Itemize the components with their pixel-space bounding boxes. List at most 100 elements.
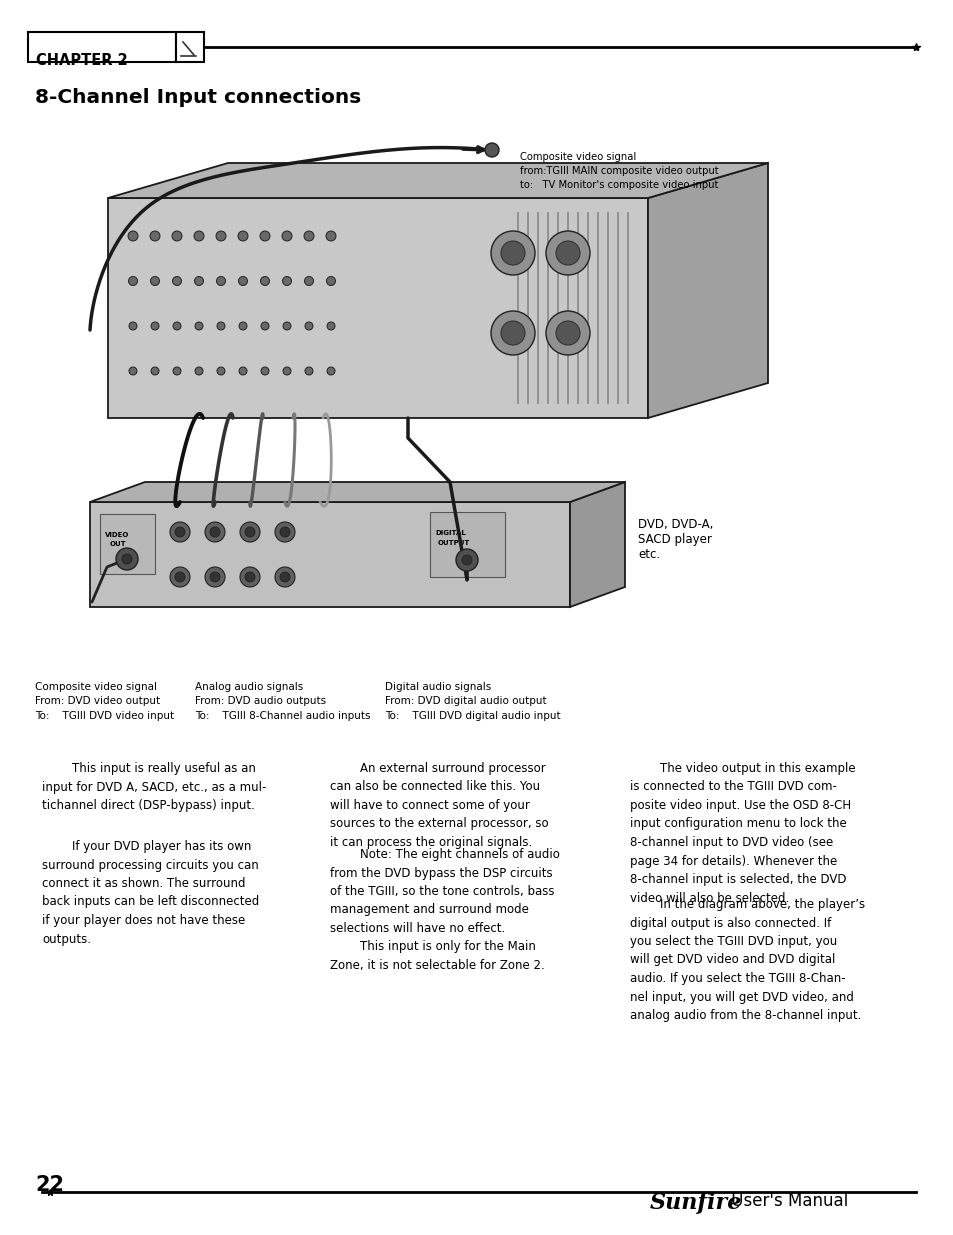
Text: DIGITAL: DIGITAL	[435, 530, 465, 536]
Circle shape	[305, 322, 313, 330]
Circle shape	[128, 231, 138, 241]
Circle shape	[556, 321, 579, 345]
Bar	[28, 32, 175, 62]
Text: The video output in this example
is connected to the TGIII DVD com-
posite video: The video output in this example is conn…	[629, 762, 855, 904]
Circle shape	[326, 231, 335, 241]
Text: This input is really useful as an
input for DVD A, SACD, etc., as a mul-
tichann: This input is really useful as an input …	[42, 762, 266, 811]
Circle shape	[240, 567, 260, 587]
Circle shape	[172, 367, 181, 375]
Circle shape	[116, 548, 138, 571]
Circle shape	[274, 567, 294, 587]
Text: Sunfire: Sunfire	[649, 1192, 741, 1214]
Text: OUTPUT: OUTPUT	[437, 540, 470, 546]
Circle shape	[210, 572, 220, 582]
Circle shape	[194, 277, 203, 285]
Bar	[430, 513, 504, 577]
Bar	[108, 198, 647, 417]
Polygon shape	[569, 482, 624, 606]
Circle shape	[239, 367, 247, 375]
Circle shape	[545, 231, 589, 275]
Circle shape	[261, 322, 269, 330]
Circle shape	[210, 527, 220, 537]
Circle shape	[151, 367, 159, 375]
Circle shape	[283, 367, 291, 375]
Circle shape	[327, 367, 335, 375]
Text: Composite video signal
From: DVD video output
To:    TGIII DVD video input: Composite video signal From: DVD video o…	[35, 682, 174, 721]
Circle shape	[238, 277, 247, 285]
Text: Analog audio signals
From: DVD audio outputs
To:    TGIII 8-Channel audio inputs: Analog audio signals From: DVD audio out…	[194, 682, 370, 721]
Text: If your DVD player has its own
surround processing circuits you can
connect it a: If your DVD player has its own surround …	[42, 840, 259, 946]
Circle shape	[260, 231, 270, 241]
Circle shape	[491, 231, 535, 275]
Circle shape	[282, 231, 292, 241]
Circle shape	[239, 322, 247, 330]
Circle shape	[170, 567, 190, 587]
Circle shape	[129, 277, 137, 285]
Circle shape	[216, 322, 225, 330]
Circle shape	[205, 567, 225, 587]
Circle shape	[326, 277, 335, 285]
Circle shape	[174, 572, 185, 582]
Circle shape	[245, 527, 254, 537]
Circle shape	[150, 231, 160, 241]
Text: VIDEO: VIDEO	[105, 532, 130, 538]
Circle shape	[174, 527, 185, 537]
Circle shape	[172, 277, 181, 285]
Circle shape	[205, 522, 225, 542]
Circle shape	[129, 322, 137, 330]
Circle shape	[122, 555, 132, 564]
Circle shape	[280, 527, 290, 537]
Circle shape	[151, 322, 159, 330]
Text: Digital audio signals
From: DVD digital audio output
To:    TGIII DVD digital au: Digital audio signals From: DVD digital …	[385, 682, 560, 721]
Text: CHAPTER 2: CHAPTER 2	[36, 53, 128, 68]
Text: Composite video signal
from:TGIII MAIN composite video output
to:   TV Monitor's: Composite video signal from:TGIII MAIN c…	[519, 152, 718, 190]
Circle shape	[456, 550, 477, 571]
Circle shape	[240, 522, 260, 542]
Circle shape	[194, 367, 203, 375]
Circle shape	[283, 322, 291, 330]
Circle shape	[261, 367, 269, 375]
Bar	[100, 514, 154, 574]
Bar	[175, 32, 204, 62]
Text: 22: 22	[35, 1174, 64, 1195]
Circle shape	[500, 321, 524, 345]
Circle shape	[304, 231, 314, 241]
Text: This input is only for the Main
Zone, it is not selectable for Zone 2.: This input is only for the Main Zone, it…	[330, 940, 544, 972]
Circle shape	[491, 311, 535, 354]
Text: OUT: OUT	[110, 541, 127, 547]
Circle shape	[170, 522, 190, 542]
Circle shape	[216, 277, 225, 285]
Circle shape	[260, 277, 269, 285]
Bar	[90, 501, 569, 606]
Polygon shape	[647, 163, 767, 417]
Text: Note: The eight channels of audio
from the DVD bypass the DSP circuits
of the TG: Note: The eight channels of audio from t…	[330, 848, 559, 935]
Circle shape	[327, 322, 335, 330]
Text: An external surround processor
can also be connected like this. You
will have to: An external surround processor can also …	[330, 762, 548, 848]
Polygon shape	[108, 163, 767, 198]
Circle shape	[172, 322, 181, 330]
Circle shape	[305, 367, 313, 375]
Circle shape	[282, 277, 292, 285]
Circle shape	[245, 572, 254, 582]
Circle shape	[484, 143, 498, 157]
Circle shape	[237, 231, 248, 241]
Text: User's Manual: User's Manual	[725, 1192, 847, 1210]
Circle shape	[274, 522, 294, 542]
Circle shape	[500, 241, 524, 266]
Polygon shape	[90, 482, 624, 501]
Circle shape	[216, 367, 225, 375]
Circle shape	[151, 277, 159, 285]
Circle shape	[194, 322, 203, 330]
Text: DVD, DVD-A,
SACD player
etc.: DVD, DVD-A, SACD player etc.	[638, 517, 713, 561]
Circle shape	[556, 241, 579, 266]
Circle shape	[545, 311, 589, 354]
Circle shape	[215, 231, 226, 241]
Circle shape	[304, 277, 314, 285]
Circle shape	[280, 572, 290, 582]
Circle shape	[172, 231, 182, 241]
Text: 8-Channel Input connections: 8-Channel Input connections	[35, 88, 361, 107]
Circle shape	[129, 367, 137, 375]
Circle shape	[461, 555, 472, 564]
Text: In the diagram above, the player’s
digital output is also connected. If
you sele: In the diagram above, the player’s digit…	[629, 898, 864, 1023]
Circle shape	[193, 231, 204, 241]
